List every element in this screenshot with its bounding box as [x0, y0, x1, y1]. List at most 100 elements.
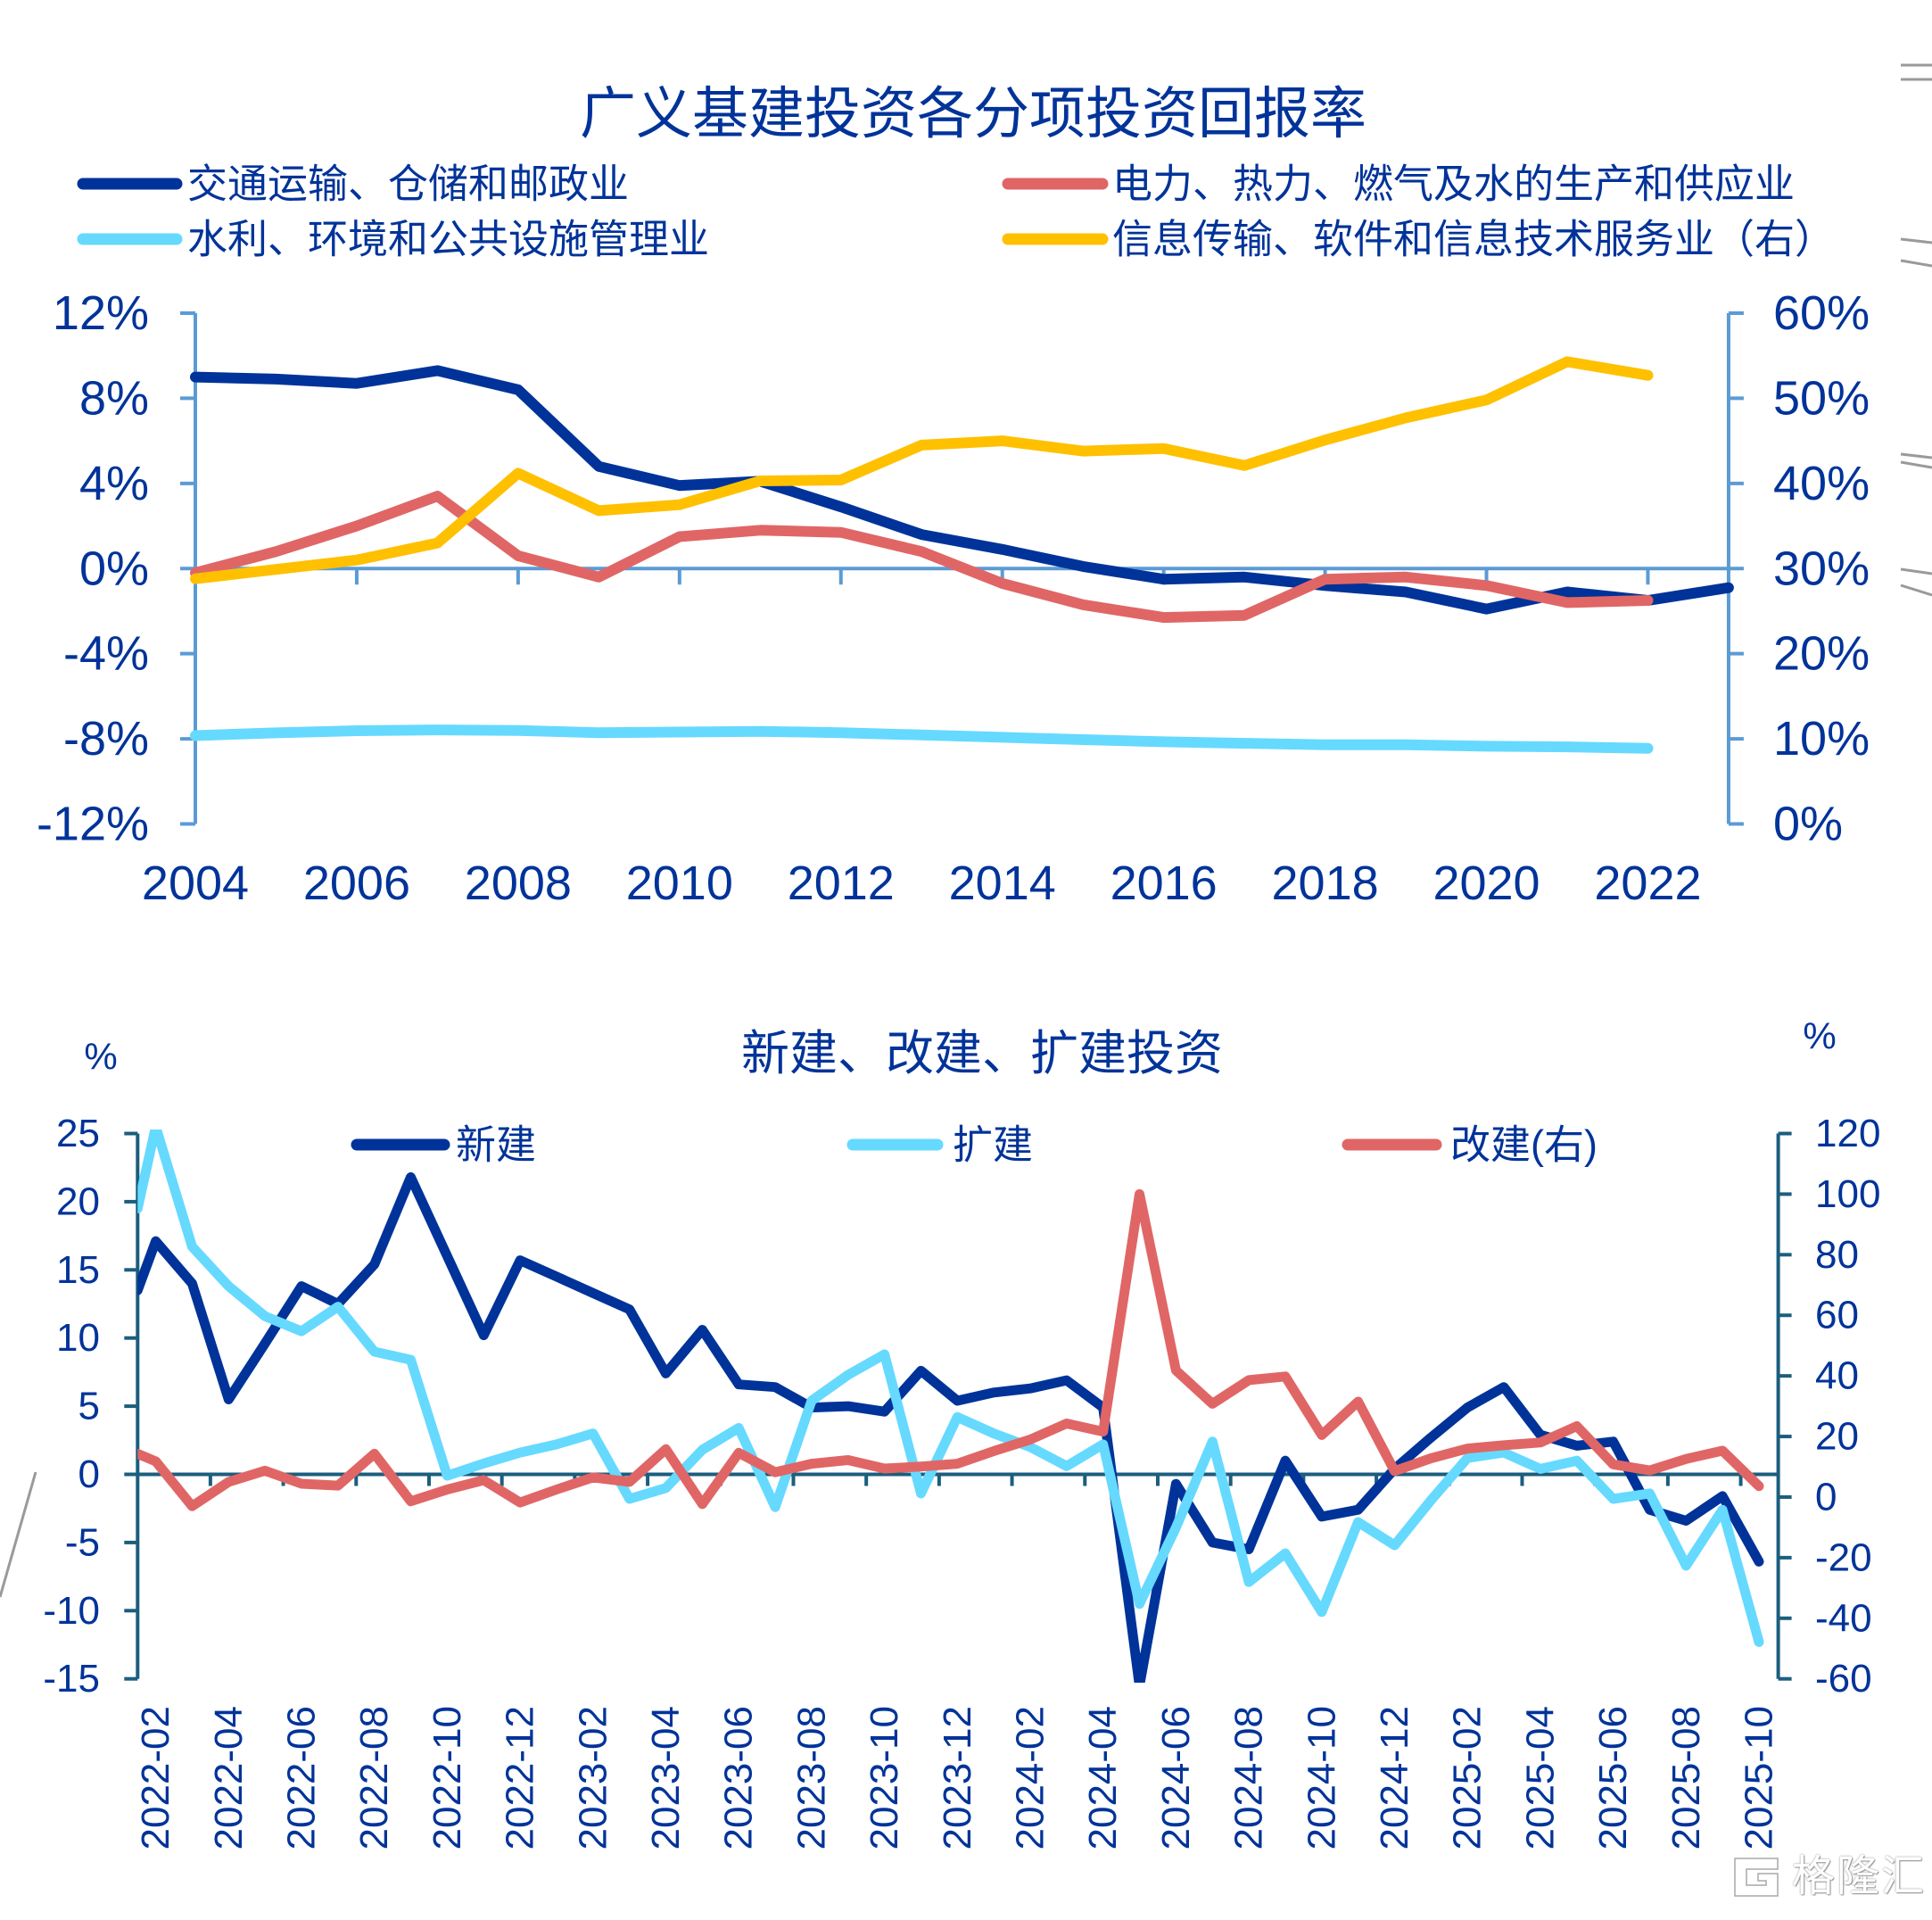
bottom-x-tick-label: 2023-04: [644, 1706, 688, 1850]
data-point: [370, 1449, 379, 1458]
data-point: [1208, 1538, 1217, 1547]
left-axis-unit: %: [84, 1036, 117, 1078]
bottom-x-tick-label: 2022-10: [425, 1706, 469, 1850]
data-point: [1171, 1479, 1180, 1488]
series-line-power-utilities: [190, 491, 1654, 624]
top-left-y-tick-label: 8%: [79, 371, 149, 425]
legend-label: 交通运输、仓储和邮政业: [187, 161, 629, 207]
data-point: [593, 461, 604, 472]
data-point: [190, 731, 201, 741]
top-series-transport: [190, 365, 1734, 615]
data-point: [370, 1260, 379, 1269]
bottom-series-new-construction: [137, 1171, 1764, 1683]
top-right-y-tick-label: 50%: [1773, 371, 1870, 425]
data-point: [997, 435, 1008, 446]
data-point: [187, 1502, 196, 1510]
top-left-y-tick-label: 0%: [79, 542, 149, 595]
data-point: [516, 1448, 524, 1457]
data-point: [1159, 574, 1169, 584]
data-point: [432, 491, 442, 501]
data-point: [836, 527, 846, 538]
data-point: [1239, 738, 1250, 749]
data-point: [442, 1471, 451, 1480]
data-point: [1281, 1456, 1290, 1465]
data-point: [351, 521, 362, 532]
bottom-x-tick-label: 2023-08: [789, 1706, 833, 1850]
data-point: [755, 476, 765, 486]
top-x-tick-label: 2004: [142, 857, 249, 910]
series-line-expansion: [137, 1130, 1764, 1647]
data-point: [297, 1327, 306, 1336]
top-x-tick-label: 2022: [1594, 857, 1701, 910]
bottom-series-expansion: [137, 1130, 1764, 1647]
bottom-x-tick-label: 2025-06: [1591, 1706, 1635, 1850]
data-point: [1400, 587, 1411, 598]
bottom-chart: 新建、改建、扩建投资 % % 新建 扩建 改建(右) 25 20 15 10 5 0 -5 -…: [43, 1015, 1880, 1850]
data-point: [407, 1497, 416, 1506]
data-point: [297, 1479, 306, 1488]
top-series-information-tech: [190, 356, 1654, 584]
data-point: [771, 1383, 780, 1392]
data-point: [224, 1282, 233, 1291]
data-point: [1426, 1496, 1435, 1505]
legend-item-transport: 交通运输、仓储和邮政业: [77, 161, 629, 207]
data-point: [1354, 1505, 1363, 1514]
data-point: [674, 532, 685, 542]
data-point: [1062, 1461, 1071, 1470]
data-point: [1646, 1466, 1655, 1475]
data-point: [771, 1468, 780, 1477]
top-axes: 12% 8% 4% 0% -4% -8% -12% 60% 50% 40% 30% 20% 10% 0% 2…: [37, 286, 1870, 910]
right-axis-unit: %: [1803, 1015, 1836, 1057]
watermark-text: 格隆汇: [1792, 1853, 1927, 1900]
data-point: [1239, 610, 1250, 621]
top-x-tick-label: 2008: [465, 857, 572, 910]
data-point: [224, 1395, 233, 1404]
data-point: [1562, 597, 1573, 608]
data-point: [1099, 1440, 1108, 1449]
data-point: [370, 1347, 379, 1356]
data-point: [1077, 734, 1088, 745]
data-point: [552, 1272, 561, 1281]
series-line-information-tech: [190, 356, 1654, 584]
series-line-transport: [190, 365, 1734, 615]
legend-item-expansion: 扩建: [846, 1122, 1033, 1168]
bottom-right-y-tick-label: 80: [1815, 1233, 1859, 1277]
legend-item-new-construction: 新建: [351, 1122, 536, 1168]
bottom-x-tick-label: 2022-04: [207, 1706, 251, 1850]
data-point: [1482, 604, 1492, 615]
data-point: [844, 1370, 853, 1379]
data-point: [1681, 1561, 1690, 1570]
data-point: [260, 1466, 269, 1475]
data-point: [351, 725, 362, 736]
bottom-x-tick-label: 2023-12: [936, 1706, 979, 1850]
top-legend: 交通运输、仓储和邮政业 电力、热力、燃气及水的生产和供应业 水利、环境和公共设施…: [77, 161, 1835, 262]
edge-artifact-line: [1900, 259, 1932, 268]
data-point: [1754, 1637, 1763, 1646]
data-point: [1573, 1422, 1581, 1431]
data-point: [1400, 412, 1411, 423]
data-point: [442, 1486, 451, 1494]
data-point: [698, 1500, 706, 1509]
data-point: [552, 1486, 561, 1494]
top-chart: 广义基建投资各分项投资回报率 交通运输、仓储和邮政业 电力、热力、燃气及水的生产…: [37, 83, 1870, 910]
data-point: [1643, 595, 1654, 606]
bottom-right-y-tick-label: 20: [1815, 1415, 1859, 1459]
legend-item-information-tech: 信息传输、软件和信息技术服务业（右）: [1002, 217, 1835, 262]
data-point: [271, 564, 282, 575]
legend-label: 信息传输、软件和信息技术服务业（右）: [1112, 217, 1835, 262]
data-point: [224, 1477, 233, 1486]
data-point: [297, 1282, 306, 1291]
top-right-y-tick-label: 30%: [1773, 542, 1870, 595]
top-x-tick-label: 2010: [626, 857, 733, 910]
bottom-right-y-tick-label: 40: [1815, 1354, 1859, 1398]
bottom-left-y-tick-label: 25: [56, 1112, 100, 1155]
data-point: [916, 730, 927, 741]
legend-label: 水利、环境和公共设施管理业: [187, 217, 709, 262]
top-x-tick-label: 2006: [303, 857, 410, 910]
data-point: [1320, 434, 1331, 445]
data-point: [351, 378, 362, 389]
data-point: [734, 1448, 743, 1457]
data-point: [271, 374, 282, 385]
data-point: [989, 1388, 998, 1397]
data-point: [1077, 446, 1088, 457]
